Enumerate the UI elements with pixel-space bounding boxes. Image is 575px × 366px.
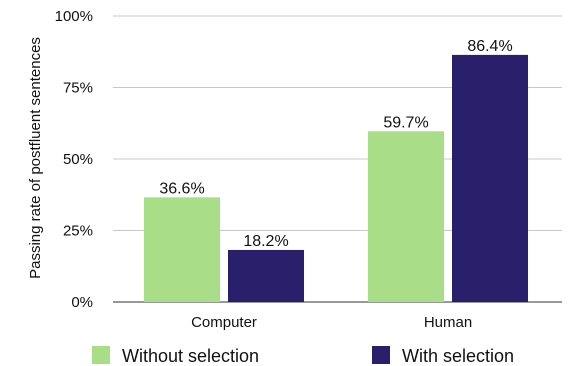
data-label: 59.7% (383, 114, 428, 131)
legend-label: With selection (402, 346, 514, 366)
legend: Without selection With selection (92, 346, 514, 366)
y-axis-title: Passing rate of postfluent sentences (27, 37, 44, 279)
x-category-label: Human (424, 314, 472, 331)
y-tick-label: 25% (63, 223, 93, 240)
y-tick-label: 75% (63, 80, 93, 97)
x-category-label: Computer (191, 314, 257, 331)
bar-with-selection-human (452, 54, 528, 303)
x-axis-categories: Computer Human (191, 314, 472, 331)
data-label: 86.4% (467, 38, 512, 55)
bar-without-selection-human (368, 131, 444, 302)
data-labels: 36.6% 18.2% 59.7% 86.4% (159, 38, 512, 250)
legend-swatch (372, 346, 390, 364)
y-tick-label: 50% (63, 151, 93, 168)
y-axis-ticks: 0% 25% 50% 75% 100% (55, 8, 93, 311)
bars (144, 54, 528, 303)
data-label: 18.2% (243, 233, 288, 250)
y-tick-label: 100% (55, 8, 93, 25)
bar-without-selection-computer (144, 197, 220, 302)
legend-swatch (92, 346, 110, 364)
legend-label: Without selection (122, 346, 259, 366)
y-tick-label: 0% (71, 294, 93, 311)
data-label: 36.6% (159, 180, 204, 197)
bar-with-selection-computer (228, 249, 304, 302)
